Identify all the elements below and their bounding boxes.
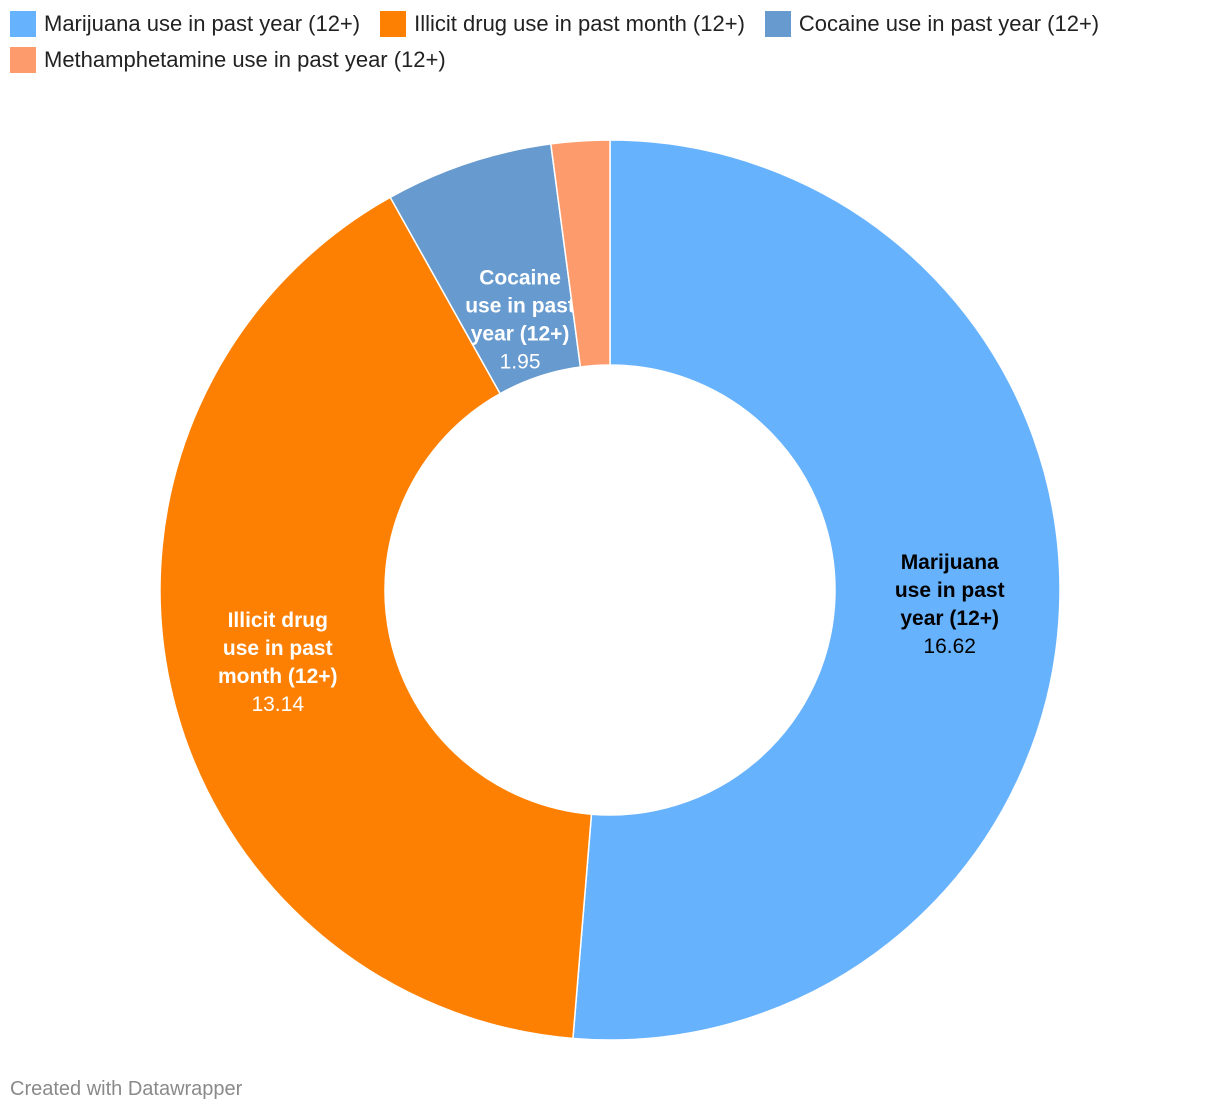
legend-swatch-marijuana bbox=[10, 11, 36, 37]
legend-swatch-methamphetamine bbox=[10, 47, 36, 73]
slice-value-marijuana: 16.62 bbox=[923, 635, 976, 658]
slice-value-illicit-drug: 13.14 bbox=[251, 693, 304, 716]
donut-slice-methamphetamine bbox=[549, 139, 611, 368]
footer-credit: Created with Datawrapper bbox=[10, 1078, 243, 1100]
legend-label-illicit-drug: Illicit drug use in past month (12+) bbox=[414, 11, 745, 36]
legend-item-cocaine: Cocaine use in past year (12+) bbox=[764, 10, 1100, 38]
legend-item-marijuana: Marijuana use in past year (12+) bbox=[10, 10, 360, 38]
slice-label-marijuana: Marijuana use in past year (12+) 16.62 bbox=[895, 551, 1005, 658]
legend-label-marijuana: Marijuana use in past year (12+) bbox=[44, 11, 361, 36]
slice-value-cocaine: 1.95 bbox=[500, 351, 541, 374]
legend-item-illicit-drug: Illicit drug use in past month (12+) bbox=[380, 10, 745, 38]
legend-item-methamphetamine: Methamphetamine use in past year (12+) bbox=[10, 46, 446, 74]
legend-swatch-illicit-drug bbox=[380, 11, 407, 37]
slice-label-text-marijuana: Marijuana use in past year (12+) 16.62 bbox=[895, 551, 1005, 658]
donut-slice-illicit-drug bbox=[159, 196, 593, 1040]
chart-legend: Marijuana use in past year (12+) Illicit… bbox=[10, 10, 1210, 74]
slice-label-text-cocaine: Cocaine use in past year (12+) 1.95 bbox=[465, 267, 575, 374]
slice-label-illicit-drug: Illicit drug use in past month (12+) 13.14 bbox=[218, 609, 338, 716]
slice-label-text-illicit-drug: Illicit drug use in past month (12+) 13.14 bbox=[218, 609, 338, 716]
legend-swatch-cocaine bbox=[764, 11, 791, 37]
donut-slice-marijuana bbox=[572, 139, 1061, 1041]
slice-label-cocaine: Cocaine use in past year (12+) 1.95 bbox=[465, 267, 575, 374]
legend-label-methamphetamine: Methamphetamine use in past year (12+) bbox=[44, 47, 446, 72]
legend-label-cocaine: Cocaine use in past year (12+) bbox=[798, 11, 1100, 36]
